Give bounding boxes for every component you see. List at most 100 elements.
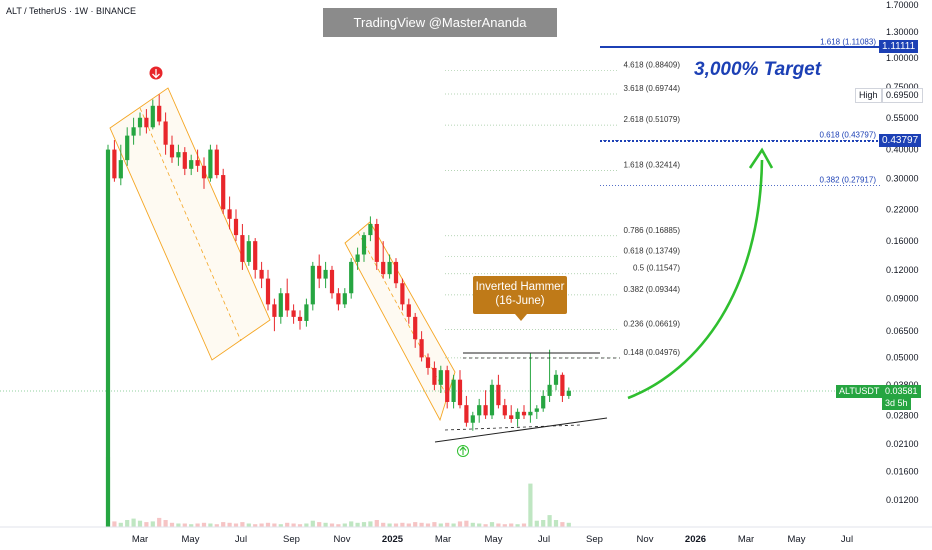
buy-signal-icon	[457, 445, 469, 457]
candle-body	[285, 293, 290, 311]
candle-body	[125, 135, 130, 161]
y-tick-label: 0.75000	[886, 82, 919, 92]
volume-bar	[189, 524, 194, 527]
fib-label-right: 0.618 (0.43797)	[820, 131, 877, 140]
volume-bar	[221, 522, 226, 527]
candle-body	[131, 127, 136, 136]
x-tick-label: 2026	[685, 534, 706, 545]
volume-bar	[483, 524, 488, 527]
volume-bar	[438, 523, 443, 527]
candle-body	[393, 261, 399, 284]
y-tick-label: 0.06500	[886, 326, 919, 336]
candle-body	[272, 304, 277, 317]
volume-bar	[272, 523, 277, 527]
volume-bar	[432, 522, 437, 527]
volume-bar	[329, 523, 335, 527]
volume-bar	[566, 522, 571, 527]
candle-body	[214, 149, 219, 176]
candle-body	[541, 395, 546, 409]
x-tick-label: Sep	[283, 534, 300, 545]
y-tick-label: 0.12000	[886, 265, 919, 275]
y-tick-label: 0.09000	[886, 294, 919, 304]
candle-body	[118, 160, 123, 179]
candle-body	[201, 165, 207, 179]
candle-body	[233, 218, 239, 236]
y-tick-label: 0.02800	[886, 410, 919, 420]
volume-bar	[297, 524, 303, 527]
volume-bar	[515, 524, 520, 527]
volume-bar	[208, 523, 213, 527]
volume-bar	[400, 522, 405, 527]
candle-body	[400, 283, 405, 305]
candle-body	[464, 405, 469, 423]
y-tick-label: 1.00000	[886, 53, 919, 63]
x-tick-label: Jul	[841, 534, 853, 545]
volume-bar	[163, 520, 168, 527]
volume-bar	[470, 522, 475, 527]
volume-bar	[131, 518, 136, 527]
volume-bar	[310, 520, 315, 527]
volume-bar	[393, 523, 399, 527]
candle-body	[534, 408, 539, 412]
target-arrow-head	[748, 147, 774, 169]
countdown-tag: 3d 5h	[882, 397, 911, 410]
y-tick-label: 0.16000	[886, 236, 919, 246]
candle-body	[163, 121, 168, 145]
fib-label-left: 0.236 (0.06619)	[624, 319, 681, 328]
x-tick-label: Nov	[334, 534, 351, 545]
candle-body	[253, 241, 258, 270]
candle-body	[483, 405, 488, 416]
price-axis[interactable]: 1.70000 1.30000 1.00000 0.75000 0.55000 0.400…	[886, 0, 919, 505]
volume-bar	[201, 522, 207, 527]
volume-bars	[105, 457, 571, 527]
y-tick-label: 0.40000	[886, 145, 919, 155]
channel-mid-1	[139, 107, 242, 342]
candle-body	[406, 304, 411, 317]
candle-body	[361, 235, 367, 255]
x-tick-label: Mar	[132, 534, 148, 545]
candle-body	[342, 293, 347, 305]
volume-bar	[521, 523, 527, 527]
volume-bar	[227, 522, 232, 527]
watermark-label: TradingView @MasterAnanda	[323, 8, 557, 37]
candle-body	[496, 384, 501, 406]
candle-body	[355, 254, 360, 262]
volume-bar	[457, 521, 463, 527]
x-tick-label: May	[485, 534, 503, 545]
y-tick-label: 1.30000	[886, 27, 919, 37]
inverted-hammer-callout: Inverted Hammer (16-June)	[473, 276, 567, 314]
x-tick-label: Sep	[586, 534, 603, 545]
volume-bar	[361, 522, 367, 527]
volume-bar	[502, 524, 507, 527]
fib-label-left: 3.618 (0.69744)	[624, 84, 681, 93]
x-tick-label: May	[182, 534, 200, 545]
volume-bar	[541, 520, 546, 527]
candle-body	[349, 261, 354, 294]
candle-body	[432, 367, 437, 385]
last-price-tag: 0.03581	[882, 385, 921, 398]
candle-body	[221, 175, 226, 210]
volume-bar	[195, 523, 200, 527]
candle-body	[208, 149, 213, 179]
fib-label-right: 0.382 (0.27917)	[820, 176, 877, 185]
volume-bar	[496, 523, 501, 527]
candle-body	[265, 278, 271, 305]
time-axis[interactable]: Mar May Jul Sep Nov 2025 Mar May Jul Sep Nov 2026 Ma…	[132, 534, 853, 545]
candle-body	[176, 152, 181, 158]
candle-body	[445, 370, 450, 402]
volume-bar	[233, 523, 239, 527]
candle-body	[189, 160, 194, 169]
candlesticks	[105, 94, 571, 527]
volume-bar	[259, 523, 264, 527]
x-tick-label: Jul	[235, 534, 247, 545]
fib-label-left: 2.618 (0.51079)	[624, 115, 681, 124]
volume-bar	[381, 522, 386, 527]
y-tick-label: 0.03800	[886, 380, 919, 390]
volume-bar	[419, 522, 424, 527]
candle-body	[457, 379, 463, 406]
x-tick-label: 2025	[382, 534, 404, 545]
candle-body	[425, 357, 431, 368]
volume-bar	[157, 517, 162, 527]
volume-bar	[336, 524, 341, 527]
